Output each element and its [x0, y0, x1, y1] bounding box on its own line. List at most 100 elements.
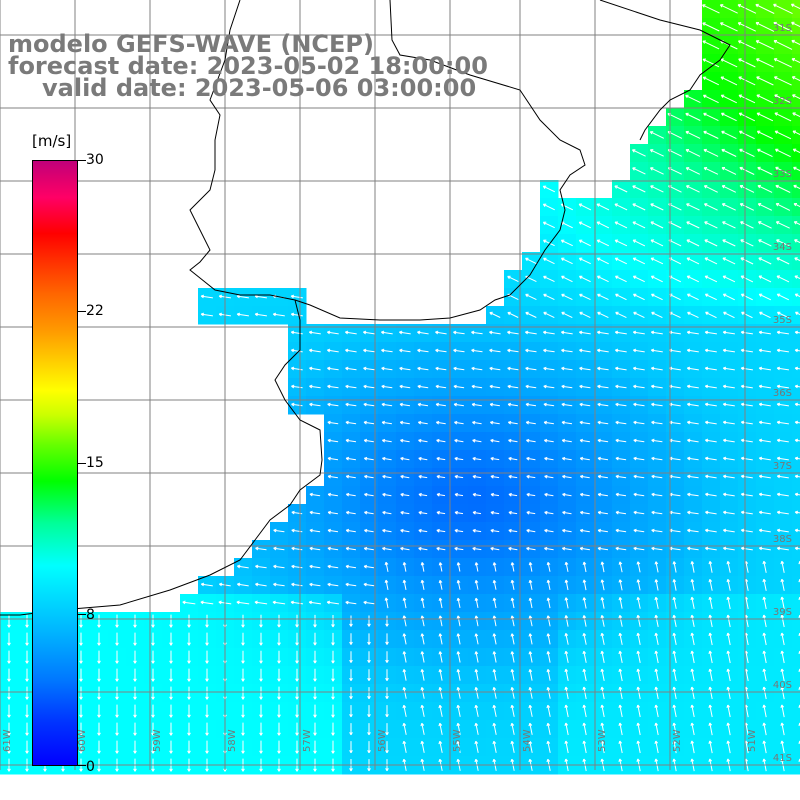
wind-arrow — [526, 492, 536, 497]
wind-arrow — [561, 438, 572, 443]
wind-arrow — [636, 632, 641, 645]
wind-arrow — [474, 740, 479, 753]
wind-arrow — [672, 668, 677, 682]
wind-arrow — [402, 562, 407, 572]
wind-arrow — [687, 311, 699, 319]
wind-arrow — [489, 384, 501, 389]
wind-arrow — [564, 668, 569, 681]
wind-arrow — [650, 185, 664, 193]
wind-arrow — [618, 722, 623, 736]
wind-arrow — [526, 510, 536, 515]
wind-arrow — [614, 185, 628, 193]
wind-arrow — [740, 384, 753, 389]
wind-arrow — [758, 239, 772, 247]
wind-arrow — [327, 546, 339, 551]
wind-arrow — [420, 722, 425, 735]
wind-arrow — [308, 330, 321, 335]
wind-arrow — [528, 722, 533, 735]
wind-arrow — [327, 438, 339, 443]
wind-arrow — [454, 474, 464, 479]
wind-arrow — [791, 21, 800, 28]
wind-arrow — [758, 275, 772, 283]
wind-arrow — [740, 275, 754, 283]
wind-arrow — [418, 510, 428, 515]
wind-arrow — [633, 510, 645, 515]
wind-arrow — [654, 740, 659, 754]
wind-arrow — [708, 614, 713, 628]
wind-arrow — [97, 740, 101, 754]
wind-arrow — [382, 546, 392, 551]
wind-arrow — [326, 348, 339, 353]
wind-arrow — [651, 474, 663, 479]
wind-arrow — [151, 722, 155, 736]
wind-arrow — [564, 740, 569, 754]
wind-arrow — [349, 615, 353, 627]
wind-arrow — [327, 366, 339, 371]
wind-arrow — [345, 420, 357, 425]
wind-arrow — [331, 650, 335, 664]
wind-arrow — [187, 686, 191, 700]
wind-arrow — [525, 293, 537, 301]
wind-arrow — [438, 651, 443, 663]
wind-arrow — [290, 600, 304, 605]
wind-arrow — [737, 4, 757, 14]
wind-arrow — [438, 722, 443, 735]
wind-arrow — [436, 420, 446, 425]
wind-arrow — [773, 58, 793, 68]
wind-arrow — [564, 722, 569, 736]
wind-arrow — [169, 668, 173, 682]
wind-arrow — [564, 579, 569, 591]
longitude-label: 51W — [747, 729, 758, 752]
wind-arrow — [632, 203, 646, 211]
wind-arrow — [543, 311, 555, 319]
wind-arrow — [614, 239, 628, 247]
wind-arrow — [704, 528, 717, 533]
wind-arrow — [774, 76, 792, 86]
wind-arrow — [546, 686, 551, 699]
wind-arrow — [708, 722, 713, 736]
wind-arrow — [97, 704, 101, 718]
wind-arrow — [703, 148, 719, 157]
wind-arrow — [726, 632, 731, 646]
wind-arrow — [438, 615, 443, 627]
wind-arrow — [474, 597, 479, 608]
wind-arrow — [25, 740, 29, 754]
wind-arrow — [546, 579, 551, 590]
wind-arrow — [791, 39, 800, 46]
wind-arrow — [277, 668, 281, 682]
wind-arrow — [543, 275, 555, 283]
wind-arrow — [474, 633, 479, 645]
wind-arrow — [205, 722, 209, 736]
wind-arrow — [618, 668, 623, 682]
wind-arrow — [780, 596, 785, 610]
wind-arrow — [364, 510, 374, 515]
wind-arrow — [542, 185, 556, 193]
wind-arrow — [651, 510, 663, 515]
wind-arrow — [618, 597, 623, 609]
wind-arrow — [756, 76, 774, 86]
title-model: modelo GEFS-WAVE (NCEP) — [8, 30, 374, 58]
wind-arrow — [200, 294, 213, 299]
wind-arrow — [385, 705, 389, 718]
wind-arrow — [582, 597, 587, 609]
wind-arrow — [382, 474, 392, 479]
wind-arrow — [254, 600, 268, 605]
wind-arrow — [650, 203, 664, 211]
legend-tick-30: 30 — [86, 152, 104, 168]
wind-arrow — [562, 510, 572, 515]
wind-arrow — [435, 330, 447, 335]
wind-arrow — [650, 239, 664, 247]
wind-arrow — [331, 615, 335, 628]
wind-arrow — [345, 510, 356, 515]
wind-arrow — [633, 420, 645, 425]
wind-arrow — [632, 348, 645, 353]
wind-arrow — [345, 438, 357, 443]
wind-arrow — [290, 294, 303, 299]
wind-arrow — [79, 668, 83, 682]
wind-arrow — [561, 366, 573, 371]
wind-arrow — [704, 257, 718, 265]
wind-arrow — [151, 632, 155, 646]
wind-arrow — [780, 650, 785, 664]
wind-arrow — [546, 651, 551, 663]
wind-arrow — [704, 402, 717, 407]
